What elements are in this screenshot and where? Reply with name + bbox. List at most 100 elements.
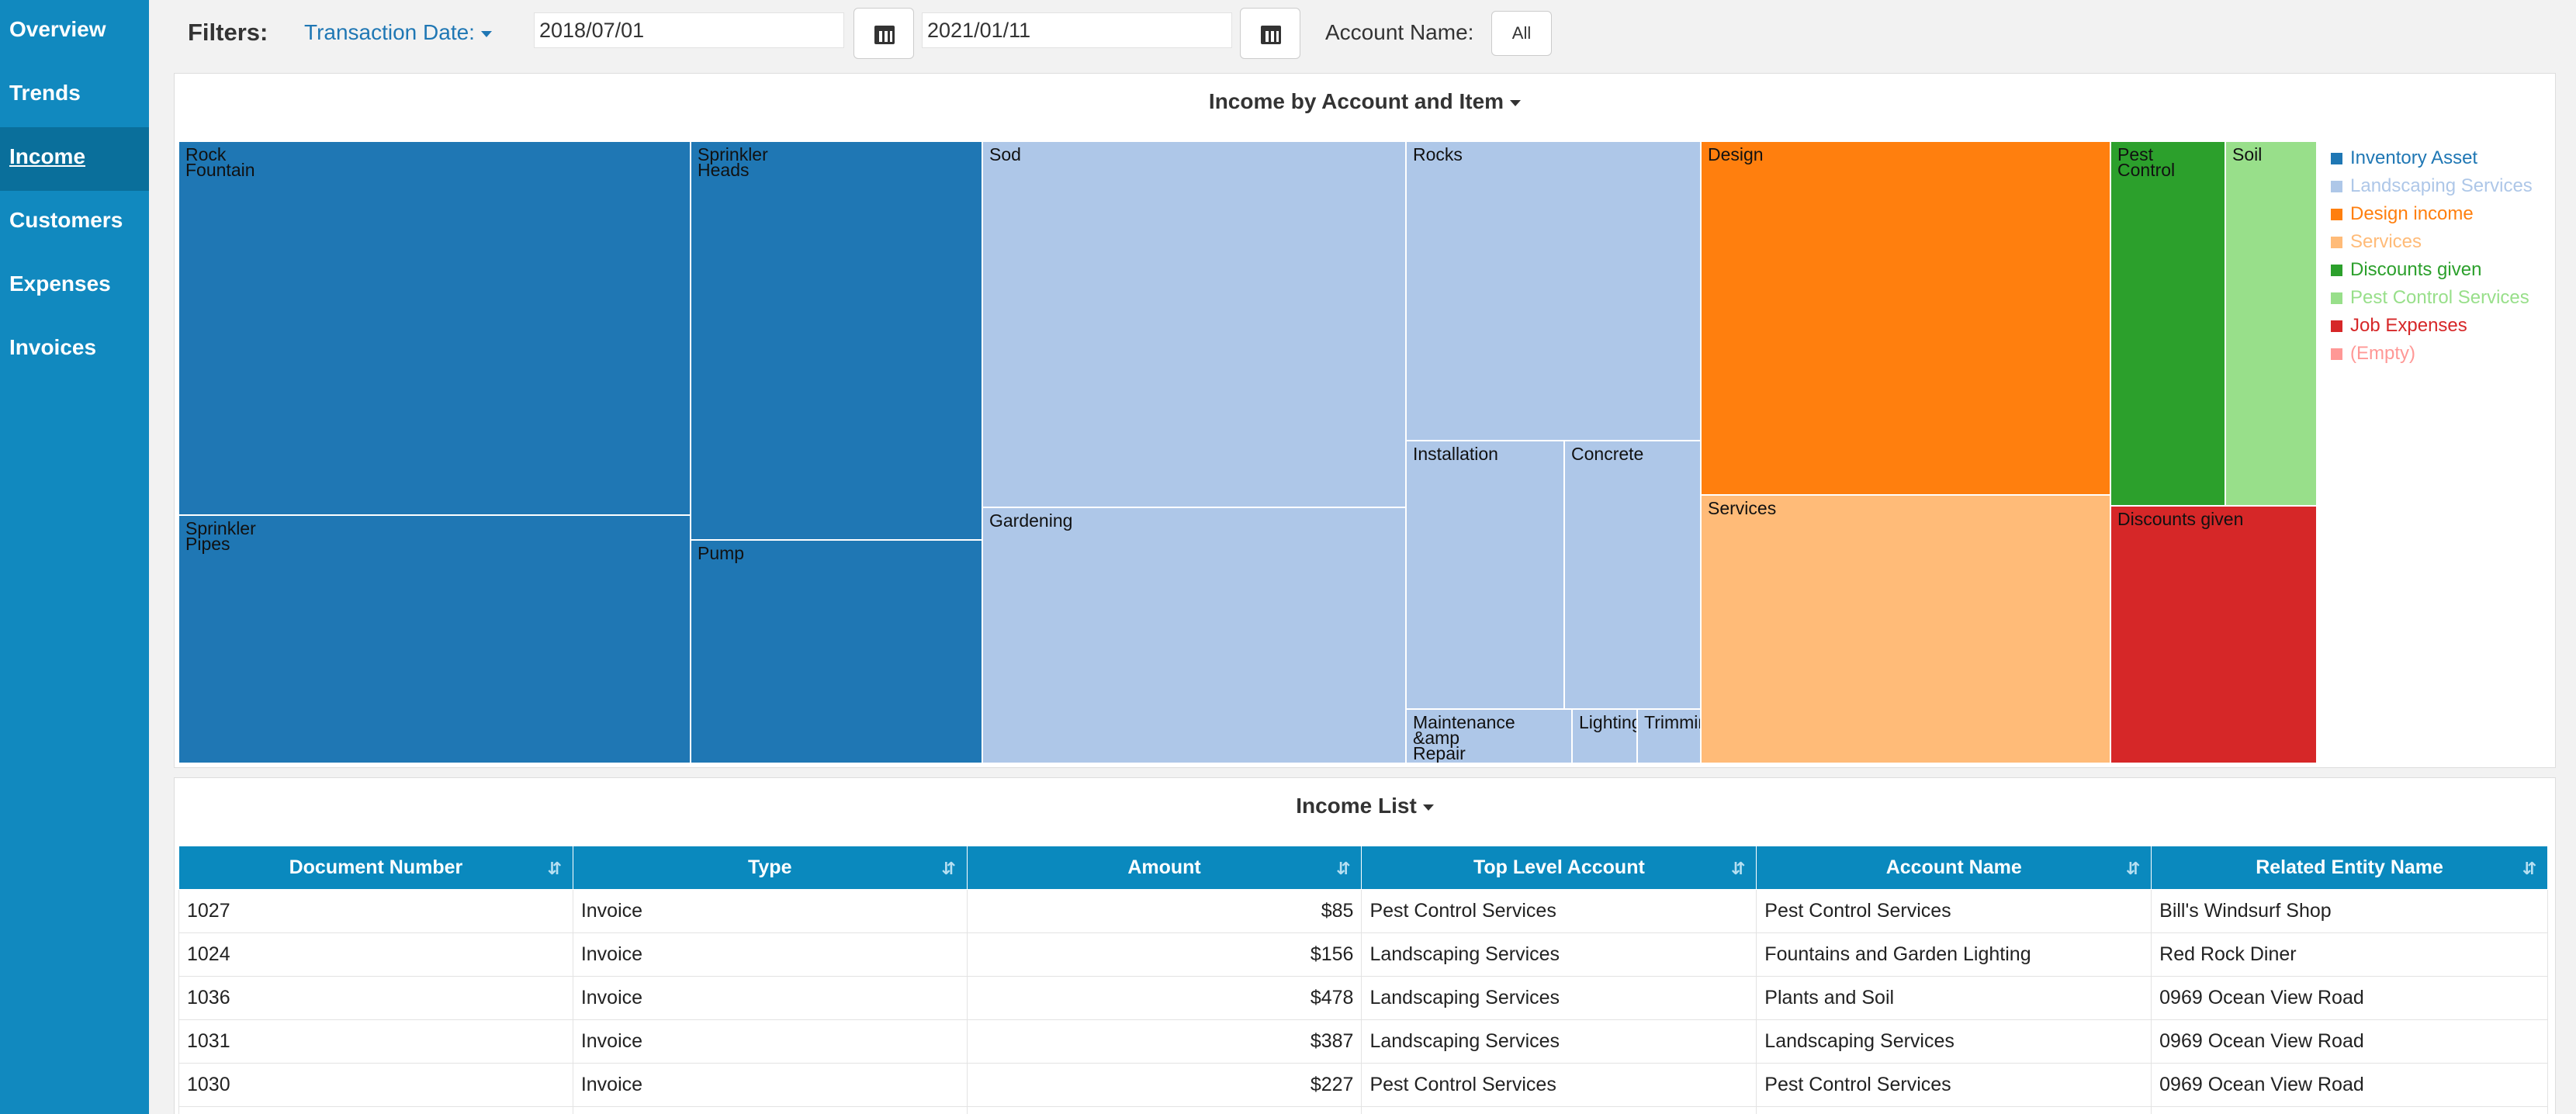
cell-account-name: Plants and Soil <box>1756 976 2152 1020</box>
treemap-panel-title[interactable]: Income by Account and Item <box>175 89 2555 114</box>
table-row[interactable]: 1024 Invoice $156 Landscaping Services F… <box>178 932 2548 977</box>
legend-swatch <box>2331 348 2342 360</box>
legend-item[interactable]: Discounts given <box>2331 256 2564 284</box>
nav-customers[interactable]: Customers <box>9 208 123 232</box>
caret-down-icon <box>480 30 492 37</box>
nav-trends[interactable]: Trends <box>9 81 81 105</box>
treemap-tile[interactable]: Discounts given <box>2110 506 2317 763</box>
sort-icon[interactable]: ⇵ <box>941 859 956 878</box>
cell-top-level-account: Pest Control Services <box>1361 889 1757 933</box>
cell-amount: $227 <box>966 1063 1362 1107</box>
treemap-tile[interactable]: Pump <box>691 540 982 763</box>
start-date-input[interactable] <box>534 12 844 48</box>
nav-income[interactable]: Income <box>0 127 149 191</box>
legend-swatch <box>2331 237 2342 248</box>
legend-item[interactable]: (Empty) <box>2331 340 2564 368</box>
transaction-date-dropdown[interactable]: Transaction Date: <box>304 20 492 45</box>
nav-invoices[interactable]: Invoices <box>9 335 97 359</box>
table-row[interactable]: 1027 Invoice $85 Pest Control Services P… <box>178 889 2548 933</box>
treemap-tile[interactable]: Design <box>1701 141 2110 495</box>
legend-item[interactable]: Job Expenses <box>2331 312 2564 340</box>
treemap-tile[interactable]: Sprinkler Pipes <box>178 515 691 763</box>
caret-down-icon <box>1510 99 1522 106</box>
treemap-tile[interactable]: Maintenance &amp Repair <box>1406 709 1572 763</box>
income-list-title: Income List <box>1296 794 1417 818</box>
legend-swatch <box>2331 153 2342 164</box>
legend-item[interactable]: Design income <box>2331 200 2564 228</box>
cell-type <box>572 1106 968 1114</box>
caret-down-icon <box>1422 804 1434 811</box>
sort-icon[interactable]: ⇵ <box>1730 859 1746 878</box>
cell-related-entity-name: 0969 Ocean View Road <box>2151 1063 2548 1107</box>
table-row[interactable]: 1036 Invoice $478 Landscaping Services P… <box>178 976 2548 1020</box>
treemap-tile[interactable]: Installation <box>1406 441 1564 709</box>
cell-type: Invoice <box>572 976 968 1020</box>
cell-document-number <box>178 1106 573 1114</box>
legend-item[interactable]: Inventory Asset <box>2331 144 2564 172</box>
end-date-input[interactable] <box>922 12 1232 48</box>
treemap-tile[interactable]: Services <box>1701 495 2110 763</box>
legend-swatch <box>2331 181 2342 192</box>
treemap-tile[interactable]: Trimming <box>1637 709 1701 763</box>
income-list-panel-title[interactable]: Income List <box>175 794 2555 818</box>
column-header-type[interactable]: Type ⇵ <box>572 846 968 890</box>
legend-item[interactable]: Pest Control Services <box>2331 284 2564 312</box>
legend-item[interactable]: Landscaping Services <box>2331 172 2564 200</box>
cell-document-number: 1030 <box>178 1063 573 1107</box>
cell-account-name: Fountains and Garden Lighting <box>1756 932 2152 977</box>
account-name-select[interactable]: All <box>1491 11 1552 56</box>
column-header-amount[interactable]: Amount ⇵ <box>966 846 1362 890</box>
treemap-tile[interactable]: Rocks <box>1406 141 1701 441</box>
treemap-tile[interactable]: Soil <box>2225 141 2317 506</box>
cell-account-name: Pest Control Services <box>1756 1063 2152 1107</box>
cell-document-number: 1024 <box>178 932 573 977</box>
sort-icon[interactable]: ⇵ <box>2522 859 2536 878</box>
cell-account-name: Landscaping Services <box>1756 1019 2152 1064</box>
transaction-date-label: Transaction Date: <box>304 20 475 44</box>
account-name-label: Account Name: <box>1325 20 1474 44</box>
nav-expenses[interactable]: Expenses <box>9 272 111 296</box>
nav-overview[interactable]: Overview <box>9 17 106 41</box>
legend-swatch <box>2331 292 2342 304</box>
cell-top-level-account: Landscaping Services <box>1361 1019 1757 1064</box>
column-header-document-number[interactable]: Document Number ⇵ <box>178 846 573 890</box>
legend-item[interactable]: Services <box>2331 228 2564 256</box>
column-header-account-name[interactable]: Account Name ⇵ <box>1756 846 2152 890</box>
treemap-tile[interactable]: Concrete <box>1564 441 1701 709</box>
cell-type: Invoice <box>572 1019 968 1064</box>
calendar-icon <box>1261 26 1281 44</box>
cell-related-entity-name: Bill's Windsurf Shop <box>2151 889 2548 933</box>
cell-related-entity-name <box>2151 1106 2548 1114</box>
table-row[interactable]: 1031 Invoice $387 Landscaping Services L… <box>178 1019 2548 1064</box>
start-date-calendar-button[interactable] <box>853 8 914 59</box>
sort-icon[interactable]: ⇵ <box>1336 859 1351 878</box>
column-header-related-entity-name[interactable]: Related Entity Name ⇵ <box>2151 846 2548 890</box>
table-row[interactable] <box>178 1106 2548 1114</box>
end-date-calendar-button[interactable] <box>1240 8 1300 59</box>
cell-related-entity-name: 0969 Ocean View Road <box>2151 976 2548 1020</box>
cell-amount: $85 <box>966 889 1362 933</box>
income-table: Document Number ⇵ Type ⇵ Amount ⇵ Top Level… <box>178 846 2548 1114</box>
sort-icon[interactable]: ⇵ <box>547 859 562 878</box>
cell-amount <box>966 1106 1362 1114</box>
legend-swatch <box>2331 209 2342 220</box>
treemap-tile[interactable]: Sprinkler Heads <box>691 141 982 540</box>
sort-icon[interactable]: ⇵ <box>2125 859 2141 878</box>
cell-amount: $387 <box>966 1019 1362 1064</box>
treemap-tile[interactable]: Gardening <box>982 507 1406 763</box>
treemap-tile[interactable]: Lighting <box>1572 709 1637 763</box>
cell-related-entity-name: 0969 Ocean View Road <box>2151 1019 2548 1064</box>
legend-swatch <box>2331 320 2342 332</box>
sidebar: Overview Trends Income Customers Expense… <box>0 0 149 1114</box>
treemap: Rock Fountain Sprinkler Pipes Sprinkler … <box>178 141 2317 763</box>
table-row[interactable]: 1030 Invoice $227 Pest Control Services … <box>178 1063 2548 1107</box>
filters-label: Filters: <box>188 19 268 46</box>
treemap-tile[interactable]: Sod <box>982 141 1406 507</box>
treemap-tile[interactable]: Pest Control <box>2110 141 2225 506</box>
cell-top-level-account <box>1361 1106 1757 1114</box>
cell-related-entity-name: Red Rock Diner <box>2151 932 2548 977</box>
treemap-tile[interactable]: Rock Fountain <box>178 141 691 515</box>
cell-type: Invoice <box>572 889 968 933</box>
column-header-top-level-account[interactable]: Top Level Account ⇵ <box>1361 846 1757 890</box>
cell-amount: $478 <box>966 976 1362 1020</box>
